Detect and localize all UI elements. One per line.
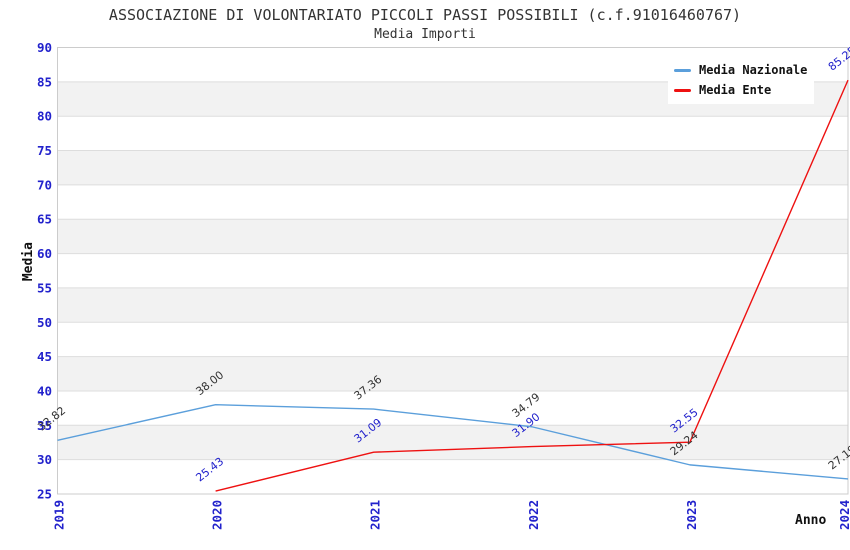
legend: Media Nazionale Media Ente	[668, 56, 814, 104]
y-axis-title: Media	[21, 242, 36, 282]
plot-band	[57, 287, 848, 323]
x-tick-label: 2019	[52, 500, 67, 530]
chart-subtitle: Media Importi	[374, 27, 476, 42]
y-tick-label: 85	[37, 74, 52, 89]
y-tick-label: 80	[37, 109, 52, 124]
legend-swatch-media-nazionale-icon	[674, 68, 691, 72]
plot-band	[57, 219, 848, 254]
plot-band	[57, 150, 848, 185]
x-tick-label: 2021	[368, 500, 383, 530]
x-tick-label: 2022	[526, 500, 541, 530]
series-line-media-nazionale	[57, 404, 849, 480]
legend-item-media-ente: Media Ente	[674, 83, 814, 97]
y-tick-label: 35	[37, 418, 52, 433]
plot-band	[57, 253, 848, 288]
y-tick-label: 65	[37, 212, 52, 227]
y-tick-label: 75	[37, 143, 52, 158]
y-tick-label: 50	[37, 315, 52, 330]
plot-band	[57, 322, 848, 357]
legend-swatch-media-ente-icon	[674, 88, 691, 92]
x-tick-label: 2023	[684, 500, 699, 530]
legend-label: Media Ente	[699, 83, 772, 97]
y-tick-label: 45	[37, 349, 52, 364]
plot-band	[57, 425, 848, 460]
plot-band	[57, 116, 848, 151]
series-line-media-ente	[215, 79, 849, 492]
y-tick-label: 25	[37, 487, 52, 502]
x-tick-label: 2020	[210, 500, 225, 530]
legend-item-media-nazionale: Media Nazionale	[674, 63, 814, 77]
x-tick-label: 2024	[837, 500, 850, 530]
plot-band	[57, 459, 848, 494]
y-tick-label: 60	[37, 246, 52, 261]
y-tick-label: 90	[37, 40, 52, 55]
legend-label: Media Nazionale	[699, 63, 808, 77]
plot-frame	[57, 47, 849, 495]
x-axis-title: Anno	[795, 513, 827, 528]
plot-band	[57, 184, 848, 220]
plot-band	[57, 390, 848, 426]
y-tick-label: 40	[37, 383, 52, 398]
plot-band	[57, 356, 848, 391]
y-tick-label: 70	[37, 177, 52, 192]
chart-title: ASSOCIAZIONE DI VOLONTARIATO PICCOLI PAS…	[108, 6, 742, 24]
y-tick-label: 55	[37, 280, 52, 295]
y-tick-label: 30	[37, 452, 52, 467]
